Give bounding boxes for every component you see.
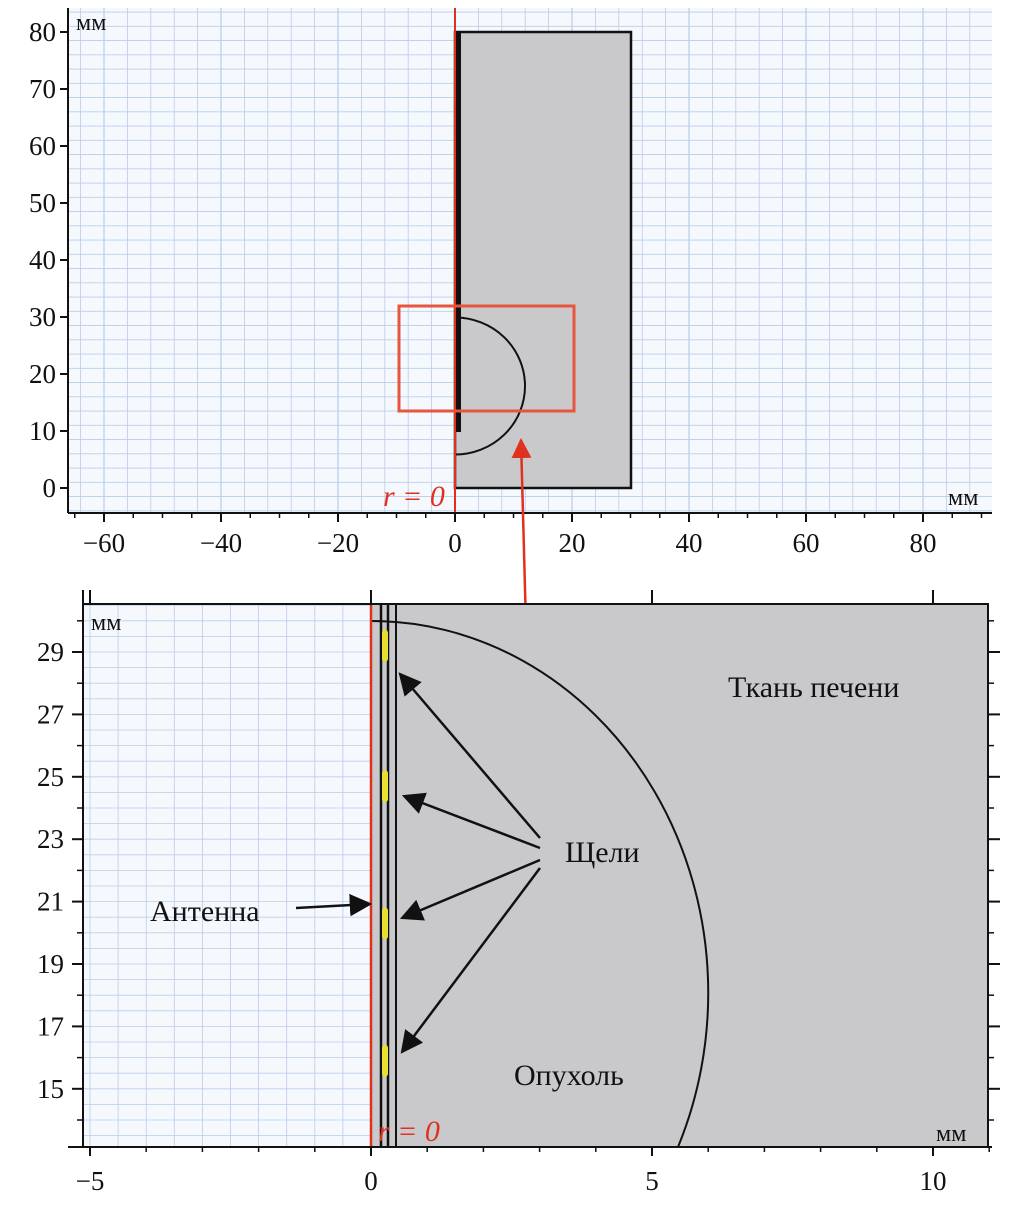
bottom-y-tick-label: 25 xyxy=(37,762,64,792)
tumor-boundary xyxy=(370,620,710,1148)
antenna-overview xyxy=(455,32,461,432)
bottom-y-tick-label: 17 xyxy=(37,1011,64,1041)
top-y-tick-label: 80 xyxy=(29,17,56,47)
slot-3 xyxy=(382,907,388,940)
bottom-y-tick-label: 23 xyxy=(37,824,64,854)
bottom-x-tick-label: 0 xyxy=(364,1166,378,1196)
slots-label: Щели xyxy=(565,836,640,869)
top-r-zero-label: r = 0 xyxy=(383,480,445,513)
top-y-tick-label: 10 xyxy=(29,416,56,446)
bottom-y-tick-label: 15 xyxy=(37,1074,64,1104)
zoom-link-arrow xyxy=(511,438,536,628)
slot-arrow-2 xyxy=(401,792,541,850)
slot-arrow-4 xyxy=(400,867,541,1054)
top-y-tick-label: 70 xyxy=(29,74,56,104)
top-x-tick-label: 60 xyxy=(793,528,820,558)
bottom-r-zero-label: r = 0 xyxy=(378,1115,440,1148)
slots xyxy=(382,629,388,1077)
top-panel: −60 −40 −20 0 20 40 60 80 0 10 20 30 40 50 60 70 80 мм м… xyxy=(29,8,992,558)
tumor-boundary-overview xyxy=(454,316,526,456)
liver-tissue-label: Ткань печени xyxy=(728,671,899,704)
bottom-y-tick-label: 19 xyxy=(37,949,64,979)
top-y-tick-label: 50 xyxy=(29,188,56,218)
liver-tissue xyxy=(370,603,989,1148)
slot-4 xyxy=(382,1044,388,1077)
bottom-y-tick-label: 21 xyxy=(37,887,64,917)
top-y-tick-label: 30 xyxy=(29,302,56,332)
bottom-x-tick-label: 10 xyxy=(920,1166,947,1196)
bottom-grid xyxy=(83,604,372,1147)
top-x-tick-label: −60 xyxy=(83,528,125,558)
liver-domain-overview xyxy=(453,30,633,490)
antenna-arrow xyxy=(295,893,373,917)
bottom-ticks: −10−5051015201517192123252729 xyxy=(37,590,1000,1196)
top-x-tick-label: 20 xyxy=(559,528,586,558)
top-y-unit: мм xyxy=(76,10,106,36)
top-x-tick-label: 0 xyxy=(448,528,462,558)
top-x-unit: мм xyxy=(948,485,978,511)
top-x-tick-label: −40 xyxy=(200,528,242,558)
slot-arrow-3 xyxy=(399,858,541,921)
top-ticks: −60 −40 −20 0 20 40 60 80 0 10 20 30 40 50 60 70 80 xyxy=(29,17,983,558)
top-y-tick-label: 60 xyxy=(29,131,56,161)
slot-2 xyxy=(382,770,388,803)
tumor-label: Опухоль xyxy=(514,1059,624,1092)
bottom-x-unit: мм xyxy=(936,1121,966,1147)
top-y-tick-label: 0 xyxy=(43,473,57,503)
bottom-x-tick-label: 5 xyxy=(645,1166,659,1196)
slot-arrow-1 xyxy=(398,672,541,839)
antenna-label: Антенна xyxy=(150,895,260,928)
top-y-tick-label: 40 xyxy=(29,245,56,275)
bottom-y-tick-label: 29 xyxy=(37,637,64,667)
bottom-y-tick-label: 27 xyxy=(37,699,64,729)
top-x-tick-label: 40 xyxy=(676,528,703,558)
bottom-x-tick-label: −5 xyxy=(76,1166,105,1196)
bottom-y-unit: мм xyxy=(91,610,121,636)
top-x-tick-label: 80 xyxy=(910,528,937,558)
top-y-tick-label: 20 xyxy=(29,359,56,389)
top-x-tick-label: −20 xyxy=(317,528,359,558)
bottom-panel: −10−5051015201517192123252729 мм мм r = … xyxy=(37,590,1000,1196)
zoom-box xyxy=(397,304,576,413)
slot-1 xyxy=(382,629,388,662)
